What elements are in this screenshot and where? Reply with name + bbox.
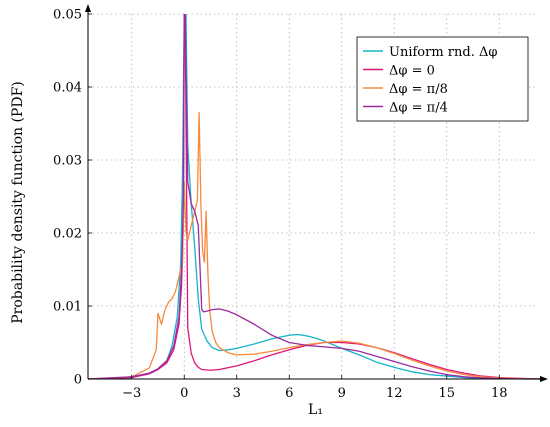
x-axis-arrow xyxy=(540,376,548,382)
tick-labels: −3 0 3 6 9 12 15 18 0 0.01 0.02 0.03 0.04 0.05 xyxy=(53,8,507,402)
x-tick-label: 6 xyxy=(285,386,293,401)
series-line-4 xyxy=(88,14,543,380)
y-tick-label: 0.02 xyxy=(53,227,82,242)
y-axis-title: Probability density function (PDF) xyxy=(10,81,26,323)
axes xyxy=(85,4,548,382)
y-tick-label: 0.04 xyxy=(53,81,82,96)
y-axis-arrow xyxy=(85,4,91,12)
y-tick-label: 0.01 xyxy=(53,300,82,315)
x-tick-label: −3 xyxy=(122,386,141,401)
legend-label: Uniform rnd. Δφ xyxy=(389,45,497,60)
legend-box xyxy=(356,36,529,122)
x-tick-label: 3 xyxy=(233,386,241,401)
x-tick-label: 0 xyxy=(180,386,188,401)
series-line-1 xyxy=(88,14,543,380)
y-tick-label: 0.05 xyxy=(53,8,82,23)
legend-label: Δφ = 0 xyxy=(389,64,435,79)
series-line-3 xyxy=(88,111,543,380)
x-tick-label: 12 xyxy=(386,386,403,401)
legend: Uniform rnd. Δφ Δφ = 0 Δφ = π/8 Δφ = π/4 xyxy=(356,36,529,122)
x-tick-label: 15 xyxy=(438,386,455,401)
y-tick-label: 0.03 xyxy=(53,154,82,169)
y-tick-label: 0 xyxy=(74,373,82,388)
x-tick-label: 18 xyxy=(491,386,508,401)
series-lines xyxy=(88,14,543,380)
legend-label: Δφ = π/4 xyxy=(389,101,448,116)
series-line-2 xyxy=(88,14,543,380)
x-axis-title: L₁ xyxy=(308,402,323,418)
legend-label: Δφ = π/8 xyxy=(389,82,448,97)
x-tick-label: 9 xyxy=(338,386,346,401)
